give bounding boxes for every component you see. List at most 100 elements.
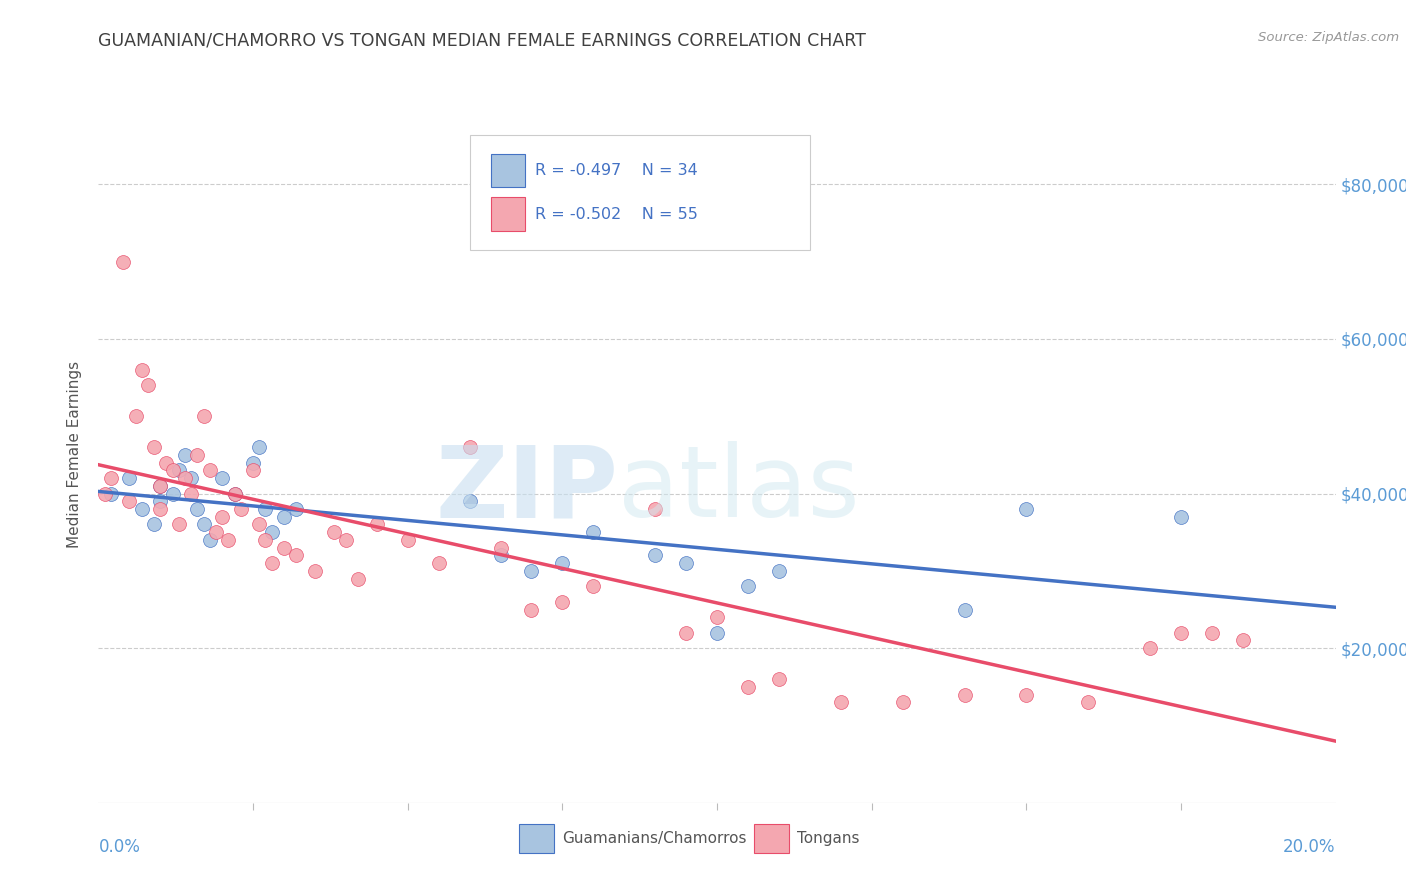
- Bar: [491, 197, 526, 231]
- Bar: [754, 823, 789, 853]
- Point: [489, 541, 512, 555]
- Point: [675, 625, 697, 640]
- Point: [254, 533, 277, 547]
- Point: [520, 564, 543, 578]
- Point: [768, 672, 790, 686]
- Point: [891, 695, 914, 709]
- Point: [247, 517, 270, 532]
- Point: [489, 549, 512, 563]
- Point: [520, 602, 543, 616]
- Point: [131, 363, 153, 377]
- Point: [149, 479, 172, 493]
- Point: [198, 533, 221, 547]
- Point: [205, 525, 228, 540]
- Point: [224, 486, 246, 500]
- Point: [322, 525, 344, 540]
- Point: [1077, 695, 1099, 709]
- Point: [706, 625, 728, 640]
- Point: [1015, 502, 1038, 516]
- Point: [100, 471, 122, 485]
- Point: [124, 409, 146, 424]
- Point: [644, 502, 666, 516]
- Point: [737, 579, 759, 593]
- Point: [1139, 641, 1161, 656]
- Point: [155, 456, 177, 470]
- Point: [260, 525, 283, 540]
- Point: [458, 440, 481, 454]
- Point: [1232, 633, 1254, 648]
- Point: [180, 486, 202, 500]
- Text: ZIP: ZIP: [436, 442, 619, 538]
- Point: [582, 579, 605, 593]
- Point: [254, 502, 277, 516]
- Point: [100, 486, 122, 500]
- Text: Guamanians/Chamorros: Guamanians/Chamorros: [562, 830, 747, 846]
- Point: [242, 456, 264, 470]
- Point: [427, 556, 450, 570]
- Point: [149, 494, 172, 508]
- Text: R = -0.497    N = 34: R = -0.497 N = 34: [536, 163, 697, 178]
- Point: [167, 463, 190, 477]
- Point: [285, 549, 308, 563]
- Point: [285, 502, 308, 516]
- Point: [112, 254, 135, 268]
- Point: [193, 409, 215, 424]
- Point: [118, 471, 141, 485]
- Point: [174, 448, 197, 462]
- Point: [953, 688, 976, 702]
- Point: [162, 463, 184, 477]
- Point: [551, 556, 574, 570]
- Bar: [491, 153, 526, 187]
- Point: [193, 517, 215, 532]
- Point: [366, 517, 388, 532]
- Point: [737, 680, 759, 694]
- Point: [1170, 625, 1192, 640]
- Point: [1170, 509, 1192, 524]
- Point: [260, 556, 283, 570]
- Text: Source: ZipAtlas.com: Source: ZipAtlas.com: [1258, 31, 1399, 45]
- Point: [131, 502, 153, 516]
- Y-axis label: Median Female Earnings: Median Female Earnings: [67, 361, 83, 549]
- Point: [830, 695, 852, 709]
- Point: [198, 463, 221, 477]
- Point: [143, 440, 166, 454]
- Point: [396, 533, 419, 547]
- Point: [174, 471, 197, 485]
- Point: [136, 378, 159, 392]
- Bar: [519, 823, 554, 853]
- Point: [675, 556, 697, 570]
- Point: [1201, 625, 1223, 640]
- Text: GUAMANIAN/CHAMORRO VS TONGAN MEDIAN FEMALE EARNINGS CORRELATION CHART: GUAMANIAN/CHAMORRO VS TONGAN MEDIAN FEMA…: [98, 31, 866, 49]
- Point: [162, 486, 184, 500]
- Point: [93, 486, 115, 500]
- Point: [149, 502, 172, 516]
- Point: [458, 494, 481, 508]
- Point: [706, 610, 728, 624]
- Point: [335, 533, 357, 547]
- Point: [768, 564, 790, 578]
- FancyBboxPatch shape: [470, 135, 810, 250]
- Point: [211, 509, 233, 524]
- Point: [143, 517, 166, 532]
- Point: [186, 448, 208, 462]
- Point: [242, 463, 264, 477]
- Point: [186, 502, 208, 516]
- Text: 0.0%: 0.0%: [98, 838, 141, 855]
- Point: [229, 502, 252, 516]
- Point: [582, 525, 605, 540]
- Text: atlas: atlas: [619, 442, 859, 538]
- Point: [211, 471, 233, 485]
- Point: [149, 479, 172, 493]
- Point: [224, 486, 246, 500]
- Point: [304, 564, 326, 578]
- Point: [247, 440, 270, 454]
- Point: [217, 533, 239, 547]
- Text: R = -0.502    N = 55: R = -0.502 N = 55: [536, 207, 697, 222]
- Point: [273, 509, 295, 524]
- Point: [1015, 688, 1038, 702]
- Point: [273, 541, 295, 555]
- Point: [118, 494, 141, 508]
- Point: [180, 471, 202, 485]
- Text: Tongans: Tongans: [797, 830, 860, 846]
- Point: [644, 549, 666, 563]
